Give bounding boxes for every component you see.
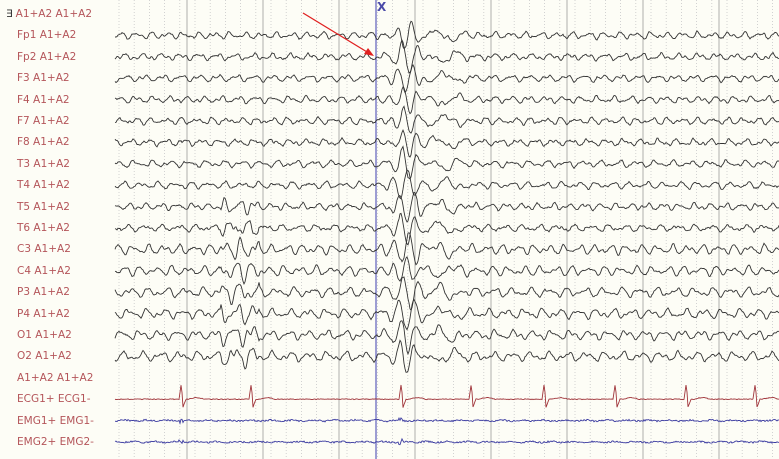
channel-label[interactable]: T3 A1+A2 (17, 158, 70, 170)
channel-label-text: F8 A1+A2 (17, 136, 70, 149)
trace-emg2 (114, 437, 779, 446)
trace-emg1 (114, 416, 779, 425)
channel-label-text: P4 A1+A2 (17, 307, 70, 320)
channel-label[interactable]: ∃ A1+A2 A1+A2 (6, 8, 92, 20)
channel-label-text: EMG1+ EMG1- (17, 414, 94, 427)
channel-label[interactable]: T5 A1+A2 (17, 201, 70, 213)
channel-label-text: O1 A1+A2 (17, 329, 72, 341)
trace-ecg1 (114, 384, 779, 408)
channel-label-text: Fp2 A1+A2 (17, 50, 77, 63)
trace-p3 (114, 276, 779, 311)
trace-o1 (114, 320, 779, 356)
channel-label[interactable]: O1 A1+A2 (17, 329, 72, 341)
channel-label-text: EMG2+ EMG2- (17, 436, 94, 448)
channel-label[interactable]: T4 A1+A2 (17, 179, 70, 191)
trace-c4 (114, 256, 779, 286)
channel-label-text: ECG1+ ECG1- (17, 393, 91, 406)
trace-p4 (114, 298, 779, 331)
channel-label-text: F7 A1+A2 (17, 115, 70, 127)
channel-label-text: C4 A1+A2 (17, 264, 71, 277)
channel-label[interactable]: F3 A1+A2 (17, 72, 70, 84)
collapse-icon[interactable]: ∃ (6, 8, 13, 20)
trace-t6 (114, 212, 779, 246)
annotation-arrow (302, 12, 373, 56)
channel-label-text: T3 A1+A2 (17, 157, 70, 170)
channel-label[interactable]: ECG1+ ECG1- (17, 393, 91, 405)
channel-label[interactable]: F7 A1+A2 (17, 115, 70, 127)
channel-label[interactable]: EMG1+ EMG1- (17, 415, 94, 427)
channel-labels: ∃ A1+A2 A1+A2 Fp1 A1+A2 Fp2 A1+A2 F3 A1+A2 F4… (0, 0, 112, 459)
trace-t4 (114, 169, 779, 200)
channel-label-text: O2 A1+A2 (17, 350, 72, 363)
channel-label-text: F4 A1+A2 (17, 93, 70, 106)
channel-label-text: T4 A1+A2 (17, 179, 70, 192)
trace-t5 (114, 191, 779, 223)
channel-label-text: C3 A1+A2 (17, 243, 71, 256)
trace-f8 (114, 129, 779, 158)
channel-label[interactable]: F4 A1+A2 (17, 94, 70, 106)
channel-label[interactable]: A1+A2 A1+A2 (17, 372, 93, 384)
arrowhead-icon (364, 48, 374, 56)
trace-fp2 (114, 39, 779, 74)
channel-label-text: A1+A2 A1+A2 (15, 8, 93, 20)
channel-label-text: T6 A1+A2 (17, 222, 70, 234)
trace-fp1 (115, 20, 779, 50)
trace-o2 (114, 339, 779, 373)
trace-f3 (114, 63, 779, 94)
channel-label[interactable]: P4 A1+A2 (17, 308, 70, 320)
trace-c3 (114, 232, 779, 266)
channel-label[interactable]: EMG2+ EMG2- (17, 436, 94, 448)
channel-label[interactable]: F8 A1+A2 (17, 136, 70, 148)
channel-label-text: T5 A1+A2 (17, 200, 70, 213)
channel-label[interactable]: C3 A1+A2 (17, 243, 71, 255)
channel-label[interactable]: O2 A1+A2 (17, 350, 72, 362)
channel-label[interactable]: Fp2 A1+A2 (17, 51, 76, 63)
channel-label[interactable]: P3 A1+A2 (17, 286, 70, 298)
trace-f7 (114, 105, 779, 134)
cursor-marker[interactable]: X (377, 0, 387, 14)
channel-label-text: P3 A1+A2 (17, 286, 70, 299)
channel-label[interactable]: Fp1 A1+A2 (17, 29, 76, 41)
channel-label-text: Fp1 A1+A2 (17, 29, 77, 42)
channel-label[interactable]: C4 A1+A2 (17, 265, 71, 277)
channel-label[interactable]: T6 A1+A2 (17, 222, 70, 234)
trace-f4 (114, 86, 779, 115)
channel-label-text: F3 A1+A2 (17, 72, 70, 85)
trace-t3 (114, 145, 779, 180)
channel-label-text: A1+A2 A1+A2 (17, 371, 94, 384)
